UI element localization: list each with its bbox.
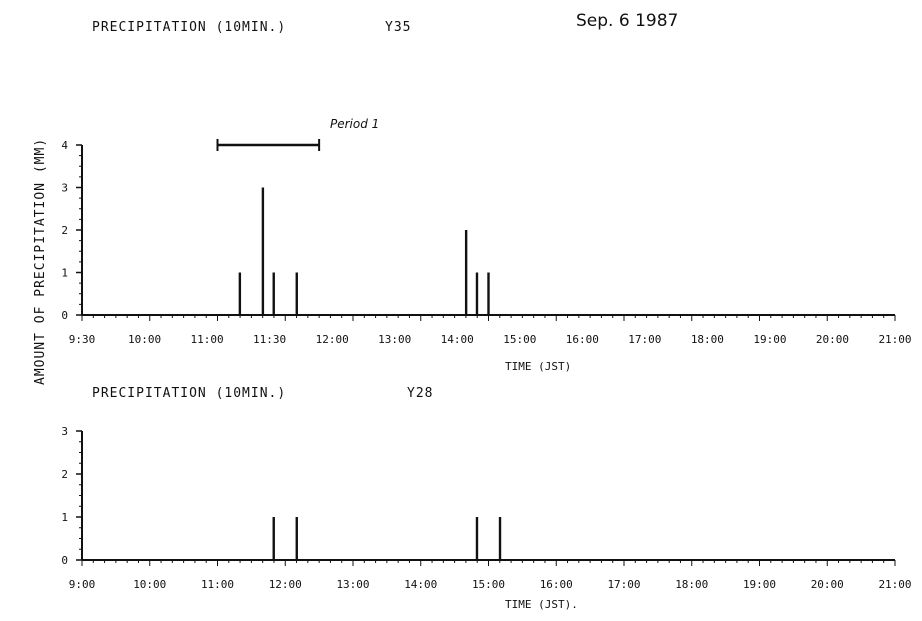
x-tick-label: 14:00 bbox=[441, 333, 474, 346]
x-tick-label: 17:00 bbox=[628, 333, 661, 346]
chart1-title: PRECIPITATION (10MIN.) bbox=[92, 20, 286, 35]
x-tick-label: 10:00 bbox=[133, 578, 166, 591]
x-tick-label: 15:00 bbox=[503, 333, 536, 346]
x-tick-label: 20:00 bbox=[811, 578, 844, 591]
y-tick-label: 2 bbox=[61, 468, 68, 481]
x-tick-label: 14:00 bbox=[404, 578, 437, 591]
x-tick-label: 15:00 bbox=[472, 578, 505, 591]
y-tick-label: 3 bbox=[61, 182, 68, 195]
x-tick-label: 19:00 bbox=[753, 333, 786, 346]
y-tick-label: 1 bbox=[61, 511, 68, 524]
y-axis-label: AMOUNT OF PRECIPITATION (MM) bbox=[33, 138, 48, 385]
chart2-plot: 0 1 2 3 9:00 10:00 11:00 12:00 13:00 14:00 15:00 16… bbox=[61, 425, 911, 591]
chart2-title: PRECIPITATION (10MIN.) bbox=[92, 386, 286, 401]
x-tick-label: 12:00 bbox=[269, 578, 302, 591]
x-tick-label: 19:00 bbox=[743, 578, 776, 591]
y-tick-label: 1 bbox=[61, 267, 68, 280]
date-label: Sep. 6 1987 bbox=[576, 11, 678, 31]
x-tick-label: 11:00 bbox=[191, 333, 224, 346]
chart1-x-axis-label: TIME (JST) bbox=[505, 360, 571, 373]
x-tick-label: 9:00 bbox=[69, 578, 96, 591]
x-tick-label: 17:00 bbox=[607, 578, 640, 591]
y-tick-label: 2 bbox=[61, 224, 68, 237]
chart2-station: Y28 bbox=[407, 386, 433, 401]
x-tick-label: 16:00 bbox=[540, 578, 573, 591]
chart2-x-axis-label: TIME (JST). bbox=[505, 598, 578, 611]
x-tick-label: 21:00 bbox=[878, 578, 911, 591]
x-tick-label: 11:30 bbox=[253, 333, 286, 346]
x-tick-label: 9:30 bbox=[69, 333, 96, 346]
y-tick-label: 0 bbox=[61, 554, 68, 567]
x-tick-label: 20:00 bbox=[816, 333, 849, 346]
x-tick-label: 18:00 bbox=[691, 333, 724, 346]
x-tick-label: 10:00 bbox=[128, 333, 161, 346]
x-tick-label: 11:00 bbox=[201, 578, 234, 591]
period-label: Period 1 bbox=[330, 117, 379, 131]
x-tick-label: 13:00 bbox=[378, 333, 411, 346]
x-tick-label: 16:00 bbox=[566, 333, 599, 346]
x-tick-label: 12:00 bbox=[316, 333, 349, 346]
chart1-station: Y35 bbox=[385, 20, 411, 35]
y-tick-label: 0 bbox=[61, 309, 68, 322]
y-tick-label: 3 bbox=[61, 425, 68, 438]
x-tick-label: 13:00 bbox=[336, 578, 369, 591]
chart1-plot: 0 1 2 3 4 9:30 10:00 11:00 11:30 12:00 13:00 14:00 1… bbox=[61, 139, 911, 346]
x-tick-label: 21:00 bbox=[878, 333, 911, 346]
period-bracket bbox=[216, 139, 321, 151]
y-tick-label: 4 bbox=[61, 139, 68, 152]
x-tick-label: 18:00 bbox=[675, 578, 708, 591]
